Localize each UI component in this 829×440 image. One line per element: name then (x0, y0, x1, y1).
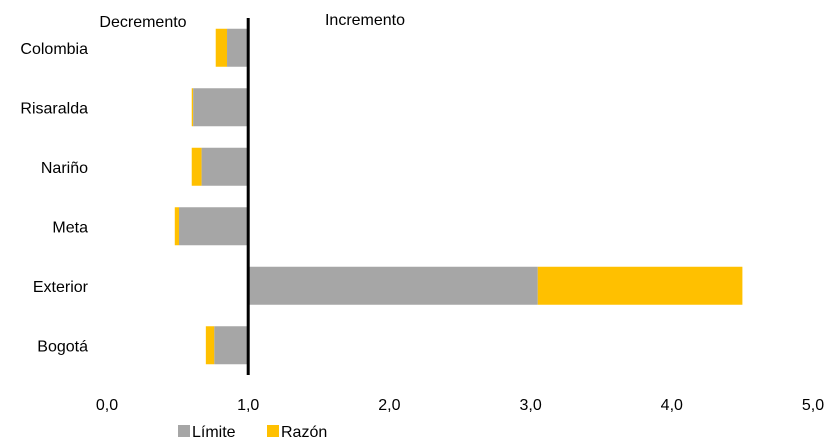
annotation-decremento: Decremento (99, 14, 186, 31)
legend-swatch-razon (267, 425, 279, 437)
x-tick-labels: 0,0 1,0 2,0 3,0 4,0 5,0 (96, 397, 824, 414)
bars-group (174, 28, 743, 365)
legend-label-limite: Límite (192, 424, 236, 440)
bar-razon-narino (191, 147, 202, 186)
category-labels: Colombia Risaralda Nariño Meta Exterior Bogot… (20, 41, 88, 356)
bar-razon-bogota (205, 326, 215, 365)
x-tick-label-2: 2,0 (378, 397, 400, 414)
legend-swatch-limite (178, 425, 190, 437)
x-tick-label-1: 1,0 (237, 397, 259, 414)
x-tick-label-0: 0,0 (96, 397, 118, 414)
category-label-meta: Meta (52, 219, 88, 236)
legend: Límite Razón (178, 424, 327, 440)
category-label-bogota: Bogotá (37, 338, 88, 355)
bar-limite-narino (201, 147, 249, 186)
x-tick-label-5: 5,0 (802, 397, 824, 414)
bar-limite-exterior (248, 266, 538, 305)
category-label-narino: Nariño (41, 160, 88, 177)
bar-razon-exterior (537, 266, 743, 305)
bar-limite-meta (179, 207, 249, 246)
x-tick-label-3: 3,0 (519, 397, 541, 414)
bar-limite-bogota (214, 326, 249, 365)
category-label-exterior: Exterior (33, 279, 89, 296)
bar-razon-risaralda (191, 88, 194, 127)
bar-razon-meta (174, 207, 180, 246)
bar-limite-colombia (227, 28, 249, 67)
bar-limite-risaralda (193, 88, 249, 127)
annotation-incremento: Incremento (325, 12, 405, 29)
legend-label-razon: Razón (281, 424, 327, 440)
x-tick-label-4: 4,0 (661, 397, 683, 414)
bar-razon-colombia (215, 28, 228, 67)
category-label-colombia: Colombia (20, 41, 88, 58)
category-label-risaralda: Risaralda (20, 100, 88, 117)
